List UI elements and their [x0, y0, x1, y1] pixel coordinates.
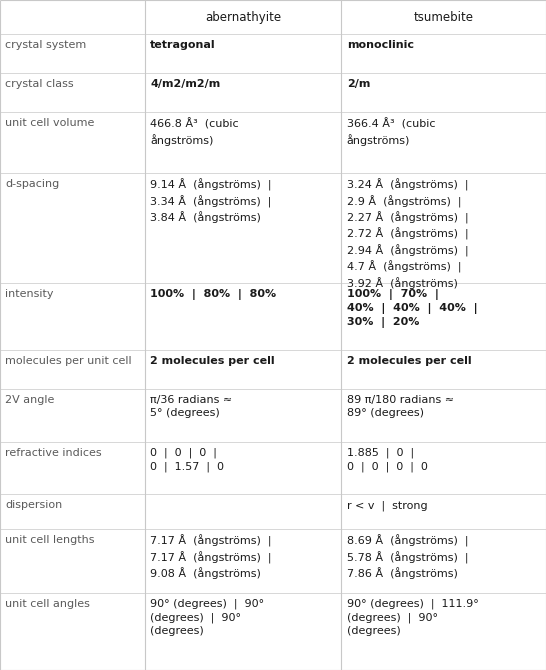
Text: intensity: intensity	[5, 289, 54, 299]
Text: 90° (degrees)  |  111.9°
(degrees)  |  90°
(degrees): 90° (degrees) | 111.9° (degrees) | 90° (…	[347, 598, 478, 636]
Text: 100%  |  80%  |  80%: 100% | 80% | 80%	[150, 289, 276, 299]
Text: refractive indices: refractive indices	[5, 448, 102, 458]
Text: 466.8 Å³  (cubic
ångströms): 466.8 Å³ (cubic ångströms)	[150, 119, 239, 146]
Text: abernathyite: abernathyite	[205, 11, 281, 23]
Text: unit cell lengths: unit cell lengths	[5, 535, 95, 545]
Text: 3.24 Å  (ångströms)  |
2.9 Å  (ångströms)  |
2.27 Å  (ångströms)  |
2.72 Å  (ång: 3.24 Å (ångströms) | 2.9 Å (ångströms) |…	[347, 179, 468, 289]
Text: molecules per unit cell: molecules per unit cell	[5, 356, 132, 366]
Text: 4/m2/m2/m: 4/m2/m2/m	[150, 80, 221, 89]
Text: 90° (degrees)  |  90°
(degrees)  |  90°
(degrees): 90° (degrees) | 90° (degrees) | 90° (deg…	[150, 598, 264, 636]
Text: 0  |  0  |  0  |
0  |  1.57  |  0: 0 | 0 | 0 | 0 | 1.57 | 0	[150, 448, 224, 472]
Text: unit cell volume: unit cell volume	[5, 119, 95, 129]
Text: r < v  |  strong: r < v | strong	[347, 500, 428, 511]
Text: 2/m: 2/m	[347, 80, 370, 89]
Text: unit cell angles: unit cell angles	[5, 598, 90, 608]
Text: 7.17 Å  (ångströms)  |
7.17 Å  (ångströms)  |
9.08 Å  (ångströms): 7.17 Å (ångströms) | 7.17 Å (ångströms) …	[150, 535, 272, 580]
Text: d-spacing: d-spacing	[5, 179, 60, 189]
Text: crystal class: crystal class	[5, 80, 74, 89]
Text: 9.14 Å  (ångströms)  |
3.34 Å  (ångströms)  |
3.84 Å  (ångströms): 9.14 Å (ångströms) | 3.34 Å (ångströms) …	[150, 179, 272, 224]
Text: tsumebite: tsumebite	[414, 11, 473, 23]
Text: 2V angle: 2V angle	[5, 395, 55, 405]
Text: 2 molecules per cell: 2 molecules per cell	[347, 356, 471, 366]
Text: π/36 radians ≈
5° (degrees): π/36 radians ≈ 5° (degrees)	[150, 395, 233, 418]
Text: 2 molecules per cell: 2 molecules per cell	[150, 356, 275, 366]
Text: crystal system: crystal system	[5, 40, 87, 50]
Text: dispersion: dispersion	[5, 500, 63, 511]
Text: 8.69 Å  (ångströms)  |
5.78 Å  (ångströms)  |
7.86 Å  (ångströms): 8.69 Å (ångströms) | 5.78 Å (ångströms) …	[347, 535, 468, 580]
Text: tetragonal: tetragonal	[150, 40, 216, 50]
Text: monoclinic: monoclinic	[347, 40, 414, 50]
Text: 1.885  |  0  |
0  |  0  |  0  |  0: 1.885 | 0 | 0 | 0 | 0 | 0	[347, 448, 428, 472]
Text: 100%  |  70%  |
40%  |  40%  |  40%  |
30%  |  20%: 100% | 70% | 40% | 40% | 40% | 30% | 20%	[347, 289, 477, 328]
Text: 89 π/180 radians ≈
89° (degrees): 89 π/180 radians ≈ 89° (degrees)	[347, 395, 454, 418]
Text: 366.4 Å³  (cubic
ångströms): 366.4 Å³ (cubic ångströms)	[347, 119, 435, 146]
